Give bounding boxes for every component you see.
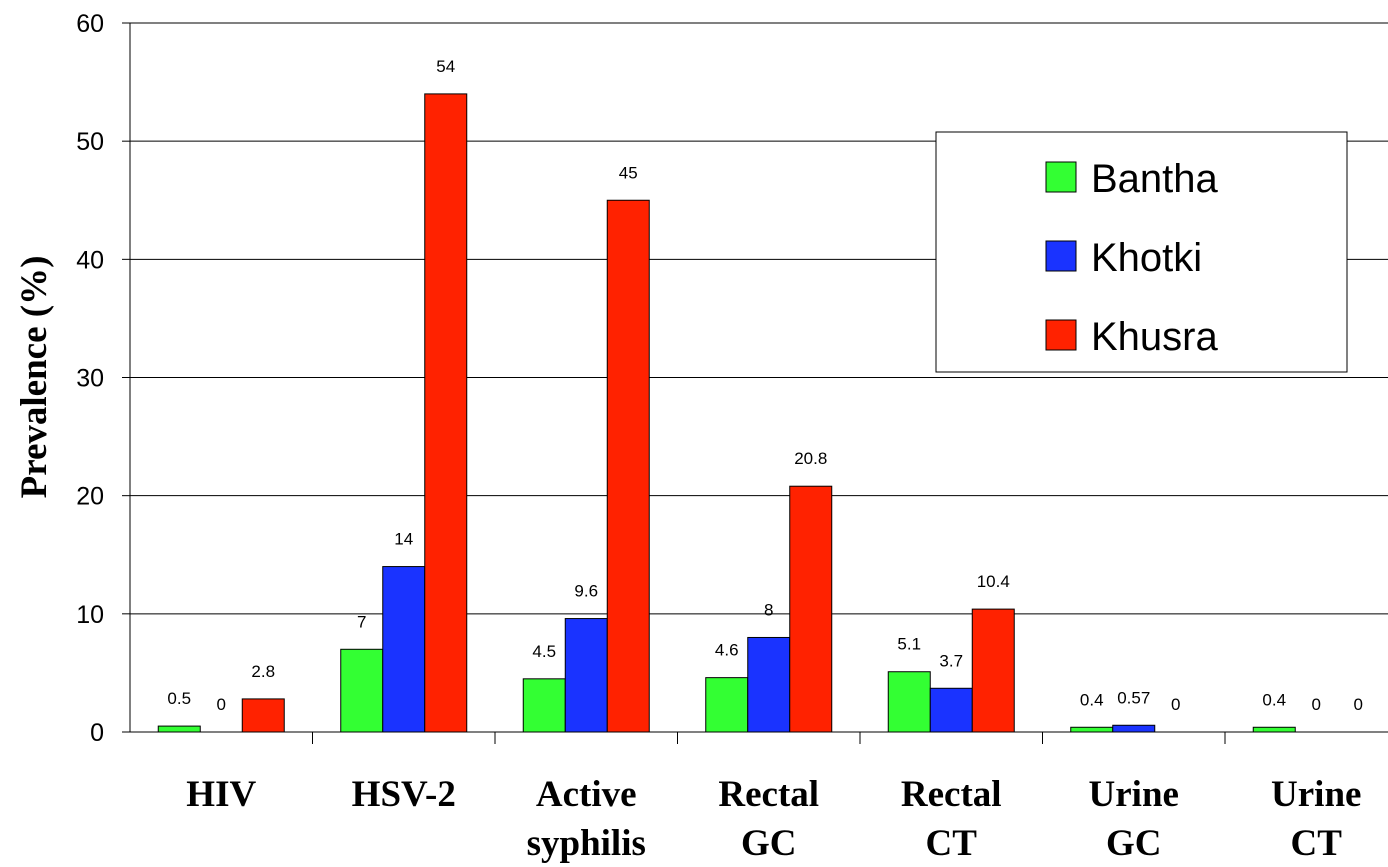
data-label: 45: [619, 163, 638, 182]
data-label: 9.6: [574, 582, 598, 601]
data-label: 0: [1171, 695, 1180, 714]
gridlines: [130, 22, 1388, 615]
x-category-label: syphilis: [527, 823, 646, 864]
y-axis-label: Prevalence (%): [14, 256, 55, 499]
legend-swatch-khotki: [1045, 240, 1077, 272]
data-label: 0.5: [167, 689, 191, 708]
data-label: 14: [394, 530, 413, 549]
x-category-label: CT: [926, 823, 978, 864]
bars: [157, 93, 1296, 733]
data-label: 54: [436, 57, 455, 76]
y-tick-label: 0: [90, 719, 104, 747]
x-category-label: Urine: [1089, 774, 1179, 815]
data-label: 0: [1312, 695, 1321, 714]
data-label: 10.4: [977, 572, 1010, 591]
bar-bantha: [1070, 726, 1114, 733]
legend-swatch-bantha: [1045, 161, 1077, 193]
data-label: 2.8: [251, 662, 275, 681]
bar-khotki: [564, 618, 608, 733]
x-category-label: HIV: [186, 774, 256, 815]
bar-khusra: [606, 199, 650, 733]
data-label: 7: [357, 612, 366, 631]
y-tick-label: 20: [76, 483, 104, 511]
y-tick-label: 50: [76, 128, 104, 156]
x-category-label: Urine: [1271, 774, 1361, 815]
y-tick-label: 10: [76, 601, 104, 629]
x-category-label: CT: [1291, 823, 1343, 864]
data-label: 4.6: [715, 641, 739, 660]
legend-label-khusra: Khusra: [1091, 315, 1218, 359]
bar-khusra: [241, 698, 285, 733]
data-label: 0.4: [1080, 690, 1104, 709]
x-category-label: GC: [741, 823, 797, 864]
bar-khusra: [971, 608, 1015, 733]
bar-khusra: [789, 485, 833, 733]
data-label: 20.8: [794, 449, 827, 468]
bar-bantha: [340, 648, 384, 733]
data-label: 0: [217, 695, 226, 714]
bar-khotki: [382, 566, 426, 733]
legend-box: [935, 131, 1348, 373]
x-category-label: Rectal: [718, 774, 819, 815]
bar-bantha: [1252, 726, 1296, 733]
x-category-label: Active: [536, 774, 637, 815]
data-label: 0.57: [1117, 688, 1150, 707]
bar-khotki: [929, 687, 973, 733]
data-label: 0: [1354, 695, 1363, 714]
x-category-label: Rectal: [901, 774, 1002, 815]
legend: Bantha Khotki Khusra: [935, 131, 1348, 373]
legend-label-bantha: Bantha: [1091, 157, 1219, 201]
bar-bantha: [157, 725, 201, 733]
bar-bantha: [705, 677, 749, 733]
data-label: 3.7: [939, 651, 963, 670]
bar-bantha: [522, 678, 566, 733]
y-tick-label: 60: [76, 10, 104, 38]
y-tick-label: 40: [76, 246, 104, 274]
data-label: 5.1: [897, 635, 921, 654]
bar-khotki: [1112, 724, 1156, 733]
x-category-label: GC: [1106, 823, 1162, 864]
axes: 0 10 20 30 40 50 60: [76, 10, 1388, 747]
data-label: 4.5: [532, 642, 556, 661]
legend-label-khotki: Khotki: [1091, 236, 1202, 280]
bar-bantha: [887, 671, 931, 733]
bar-khotki: [747, 636, 791, 733]
y-tick-label: 30: [76, 365, 104, 393]
labels: 0.5 0 2.8 HIV 7 14 54 HSV-2 4.5 9.6 45 Active syphil…: [167, 57, 1363, 864]
x-category-label: HSV-2: [352, 774, 456, 815]
data-label: 8: [764, 600, 773, 619]
data-label: 0.4: [1262, 690, 1286, 709]
bar-khusra: [424, 93, 468, 733]
legend-swatch-khusra: [1045, 319, 1077, 351]
